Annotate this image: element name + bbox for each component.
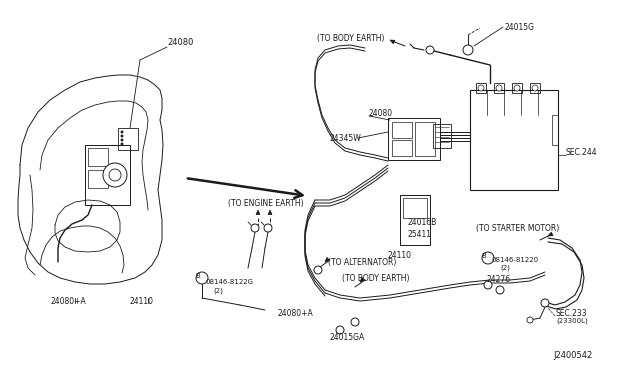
Bar <box>400 195 430 245</box>
Circle shape <box>109 169 121 181</box>
Polygon shape <box>325 257 330 262</box>
Text: 08146-8122G: 08146-8122G <box>205 279 253 285</box>
Text: B: B <box>196 273 200 279</box>
Polygon shape <box>360 278 365 282</box>
Circle shape <box>251 224 259 232</box>
Bar <box>118 128 138 150</box>
Circle shape <box>121 131 124 133</box>
Bar <box>88 170 108 188</box>
Text: (TO BODY EARTH): (TO BODY EARTH) <box>317 33 385 42</box>
Circle shape <box>121 139 124 141</box>
Text: 24016B: 24016B <box>408 218 437 227</box>
Polygon shape <box>390 40 395 44</box>
Text: 24080+A: 24080+A <box>50 298 86 307</box>
Circle shape <box>121 135 124 137</box>
Circle shape <box>496 85 502 91</box>
Text: 24080+A: 24080+A <box>278 308 314 317</box>
Bar <box>530 83 540 93</box>
Circle shape <box>264 224 272 232</box>
Bar <box>415 122 435 156</box>
Text: J2400542: J2400542 <box>553 350 592 359</box>
Text: 24110: 24110 <box>388 250 412 260</box>
Text: B: B <box>482 253 486 259</box>
Text: 24345W: 24345W <box>330 134 362 142</box>
Text: 24080: 24080 <box>369 109 393 118</box>
Circle shape <box>196 272 208 284</box>
Circle shape <box>121 143 124 145</box>
Text: (23300L): (23300L) <box>556 318 588 324</box>
Text: (2): (2) <box>213 288 223 294</box>
Text: 08146-81220: 08146-81220 <box>492 257 539 263</box>
Text: (TO STARTER MOTOR): (TO STARTER MOTOR) <box>476 224 559 232</box>
Bar <box>392 140 412 156</box>
Bar <box>88 148 108 166</box>
Bar <box>85 145 130 205</box>
Text: 24080: 24080 <box>167 38 193 46</box>
Bar <box>403 198 427 218</box>
Circle shape <box>463 45 473 55</box>
Circle shape <box>314 266 322 274</box>
Bar <box>494 83 504 93</box>
Circle shape <box>514 85 520 91</box>
Circle shape <box>482 252 494 264</box>
Circle shape <box>426 46 434 54</box>
Polygon shape <box>548 232 553 236</box>
Text: 24015G: 24015G <box>505 22 535 32</box>
Circle shape <box>532 85 538 91</box>
Text: 24110: 24110 <box>130 298 154 307</box>
Polygon shape <box>256 210 260 215</box>
Bar <box>388 118 440 160</box>
Bar <box>552 115 558 145</box>
Circle shape <box>336 326 344 334</box>
Polygon shape <box>268 210 272 215</box>
Circle shape <box>478 85 484 91</box>
Circle shape <box>103 163 127 187</box>
Bar <box>433 124 451 148</box>
Text: (2): (2) <box>500 265 510 271</box>
Circle shape <box>351 318 359 326</box>
Bar <box>392 122 412 138</box>
Circle shape <box>496 286 504 294</box>
Text: SEC.233: SEC.233 <box>556 308 588 317</box>
Bar <box>512 83 522 93</box>
Bar <box>476 83 486 93</box>
Bar <box>470 90 558 190</box>
Text: SEC.244: SEC.244 <box>566 148 598 157</box>
Text: (TO BODY EARTH): (TO BODY EARTH) <box>342 273 410 282</box>
Text: 25411: 25411 <box>408 230 432 238</box>
Circle shape <box>527 317 533 323</box>
Text: (TO ENGINE EARTH): (TO ENGINE EARTH) <box>228 199 303 208</box>
Text: (TO ALTERNATOR): (TO ALTERNATOR) <box>328 257 396 266</box>
Circle shape <box>541 299 549 307</box>
Text: 24015GA: 24015GA <box>330 334 365 343</box>
Circle shape <box>484 281 492 289</box>
Text: 24276: 24276 <box>487 276 511 285</box>
